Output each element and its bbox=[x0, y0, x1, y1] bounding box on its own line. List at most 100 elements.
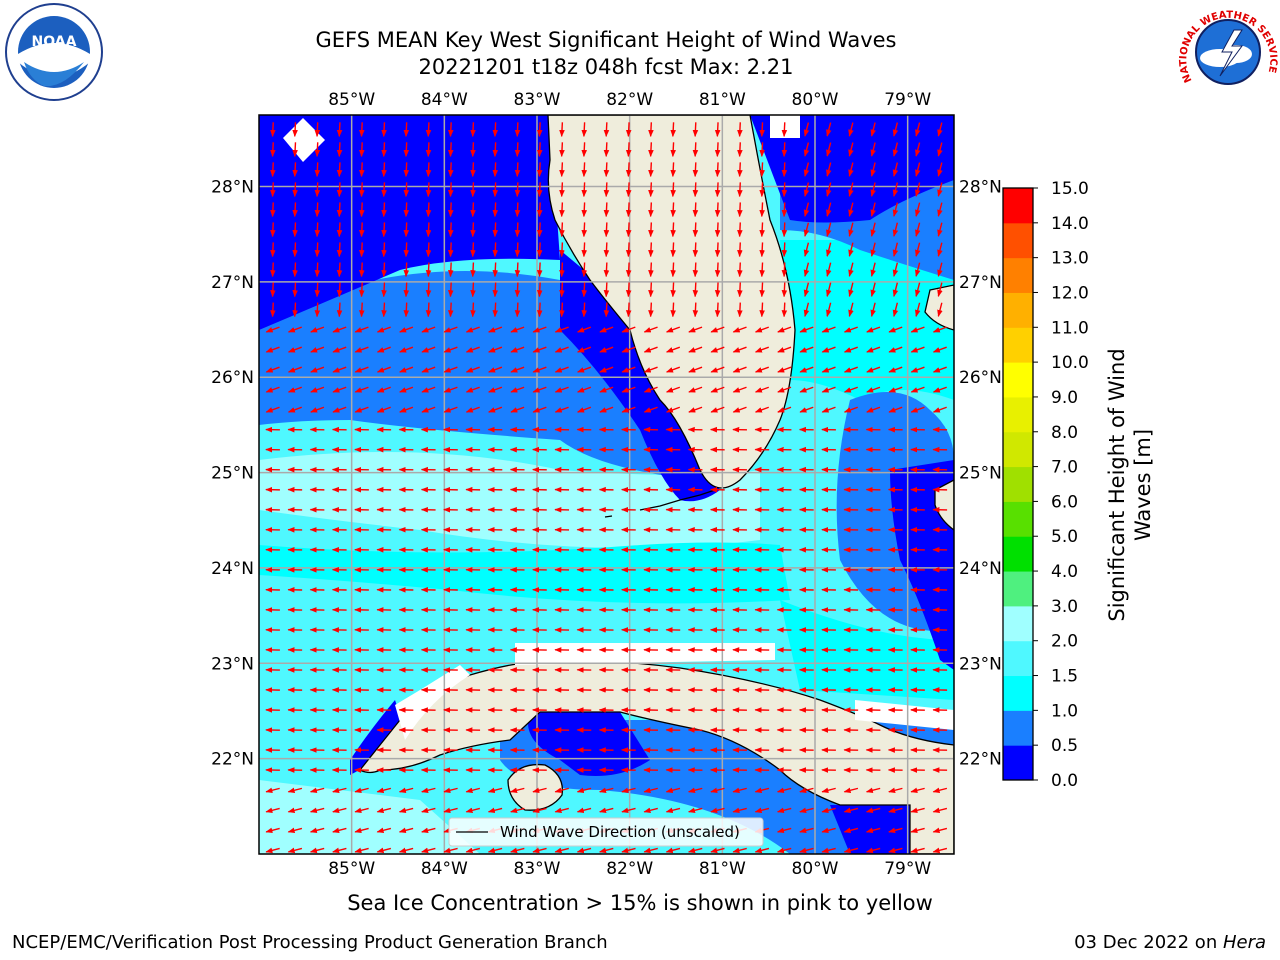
wind-arrow bbox=[603, 162, 610, 178]
wind-arrow bbox=[376, 386, 391, 393]
wind-arrow bbox=[870, 162, 876, 177]
wind-arrow bbox=[447, 242, 454, 258]
wind-arrow bbox=[599, 807, 614, 814]
wind-arrow bbox=[776, 787, 792, 793]
wind-arrow bbox=[447, 262, 454, 278]
wind-arrow bbox=[821, 827, 836, 834]
wind-arrow bbox=[403, 202, 410, 218]
wind-arrow bbox=[892, 142, 899, 157]
wind-arrow bbox=[781, 122, 788, 137]
wind-arrow bbox=[732, 406, 747, 413]
wind-arrow bbox=[826, 122, 832, 137]
wind-arrow bbox=[848, 202, 854, 217]
wind-arrow bbox=[536, 222, 543, 238]
colorbar-tick-label: 1.5 bbox=[1051, 667, 1078, 687]
wind-arrow bbox=[354, 787, 369, 793]
wind-arrow bbox=[603, 302, 610, 318]
wind-arrow bbox=[510, 326, 525, 333]
wind-arrow bbox=[287, 406, 302, 413]
wind-arrow bbox=[376, 827, 392, 834]
wind-arrow bbox=[314, 202, 321, 218]
wind-arrow bbox=[403, 242, 410, 258]
wind-arrow bbox=[781, 162, 788, 178]
wave-field-cyan bbox=[259, 542, 790, 604]
wind-arrow bbox=[870, 202, 876, 217]
wind-arrow bbox=[532, 787, 547, 793]
wind-arrow bbox=[665, 386, 681, 393]
wind-arrow bbox=[376, 787, 392, 793]
colorbar-swatch bbox=[1003, 640, 1033, 677]
colorbar-swatch bbox=[1003, 222, 1033, 259]
wind-arrow bbox=[692, 202, 699, 218]
wind-arrow bbox=[399, 346, 414, 353]
wind-arrow bbox=[937, 242, 943, 257]
wind-arrow bbox=[314, 282, 321, 298]
wind-arrow bbox=[465, 847, 481, 854]
wind-arrow bbox=[826, 142, 832, 157]
wind-arrow bbox=[892, 222, 899, 237]
wind-arrow bbox=[648, 222, 654, 238]
wind-arrow bbox=[914, 182, 921, 197]
wind-arrow bbox=[932, 827, 948, 834]
wind-arrow bbox=[265, 366, 280, 373]
wind-arrow bbox=[910, 386, 925, 393]
map-legend: Wind Wave Direction (unscaled) bbox=[448, 817, 764, 847]
wind-arrow bbox=[754, 326, 769, 333]
wind-arrow bbox=[888, 406, 903, 413]
wind-arrow bbox=[425, 142, 432, 158]
wind-arrow bbox=[803, 262, 810, 277]
land-isla-juventud bbox=[507, 763, 564, 811]
wind-arrow bbox=[937, 262, 943, 277]
chart-subtitle: 20221201 t18z 048h fcst Max: 2.21 bbox=[418, 55, 794, 79]
wind-arrow bbox=[914, 262, 921, 277]
colorbar-tick-label: 7.0 bbox=[1051, 458, 1078, 478]
lat-tick-label: 26°N bbox=[959, 368, 1002, 388]
wind-arrow bbox=[625, 202, 632, 218]
wind-arrow bbox=[799, 346, 814, 353]
wind-arrow bbox=[336, 302, 343, 318]
lon-tick-label: 83°W bbox=[514, 859, 561, 879]
wind-arrow bbox=[403, 182, 410, 198]
wind-arrow bbox=[603, 222, 610, 238]
wind-arrow bbox=[803, 282, 810, 297]
wind-arrow bbox=[581, 302, 588, 318]
wind-arrow bbox=[910, 406, 925, 413]
wind-arrow bbox=[492, 202, 499, 218]
wave-field-deep bbox=[560, 250, 720, 502]
wind-arrow bbox=[599, 386, 614, 393]
wind-arrow bbox=[336, 162, 343, 178]
wind-arrow bbox=[603, 262, 610, 278]
colorbar-swatch bbox=[1003, 188, 1033, 224]
wind-arrow bbox=[737, 122, 743, 137]
wind-arrow bbox=[910, 326, 925, 333]
wind-arrow bbox=[447, 282, 454, 298]
wind-arrow bbox=[309, 807, 325, 814]
wind-arrow bbox=[910, 787, 925, 793]
colorbar-frame bbox=[1002, 187, 1034, 781]
colorbar-swatch bbox=[1003, 292, 1033, 328]
wind-arrow bbox=[599, 346, 614, 353]
wind-arrow bbox=[470, 222, 476, 238]
wind-arrow bbox=[670, 302, 676, 318]
wind-arrow bbox=[665, 346, 681, 353]
wind-arrow bbox=[532, 847, 547, 854]
wind-arrow bbox=[425, 202, 432, 218]
wind-arrow bbox=[777, 366, 792, 373]
wind-arrow bbox=[265, 807, 280, 814]
wind-arrow bbox=[581, 202, 588, 218]
wind-arrow bbox=[848, 142, 854, 157]
wind-arrow bbox=[714, 122, 721, 137]
wind-arrow bbox=[648, 182, 654, 198]
wind-arrow bbox=[803, 122, 810, 137]
wind-arrow bbox=[359, 142, 365, 158]
wind-arrow bbox=[514, 222, 521, 238]
wind-arrow bbox=[821, 787, 836, 793]
colorbar-tick-label: 8.0 bbox=[1051, 423, 1078, 443]
wind-arrow bbox=[354, 386, 369, 393]
wind-arrow bbox=[643, 346, 658, 353]
wind-arrow bbox=[759, 282, 765, 298]
wind-arrow bbox=[270, 302, 276, 318]
wind-arrow bbox=[866, 366, 881, 373]
wind-arrow bbox=[648, 302, 654, 318]
wind-arrow bbox=[581, 182, 588, 198]
